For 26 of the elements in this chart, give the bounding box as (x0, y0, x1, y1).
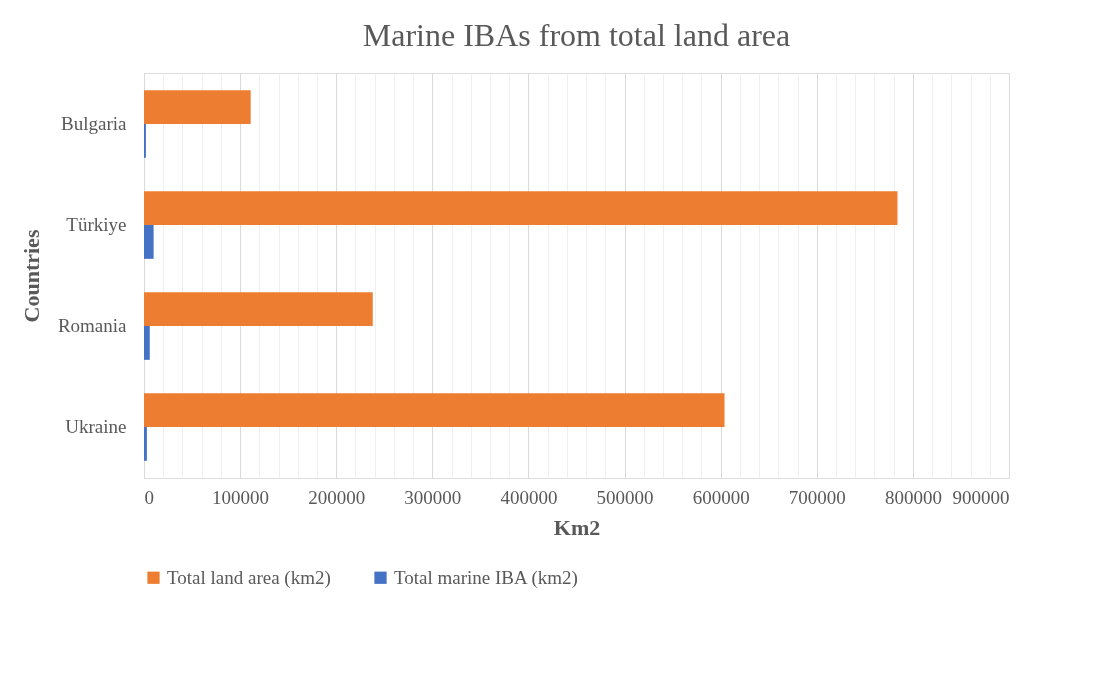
bar (144, 90, 251, 124)
y-tick-label: Ukraine (65, 416, 127, 437)
y-tick-label: Romania (57, 315, 128, 336)
x-tick-label: 600000 (692, 486, 750, 508)
x-tick-label: 500000 (596, 486, 654, 508)
bar (144, 225, 154, 259)
x-axis-title: Km2 (553, 514, 601, 540)
bar (144, 427, 147, 461)
x-tick-label: 400000 (500, 486, 558, 508)
x-tick-label: 700000 (788, 486, 846, 508)
x-tick-label: 200000 (308, 486, 366, 508)
y-tick-label: Türkiye (66, 214, 127, 235)
x-tick-label: 800000 (884, 486, 942, 508)
x-tick-label: 100000 (212, 486, 270, 508)
legend-label: Total land area (km2) (167, 566, 331, 589)
bar (144, 393, 725, 427)
bar (144, 292, 373, 326)
x-tick-label: 0 (144, 486, 154, 508)
bar (144, 191, 898, 225)
legend-label: Total marine IBA (km2) (394, 566, 578, 589)
x-tick-label: 900000 (952, 486, 1010, 508)
y-tick-label: Bulgaria (61, 113, 128, 134)
x-tick-label: 300000 (404, 486, 462, 508)
y-axis-title: Countries (18, 229, 44, 323)
chart-title: Marine IBAs from total land area (362, 17, 791, 53)
bar (144, 326, 150, 360)
